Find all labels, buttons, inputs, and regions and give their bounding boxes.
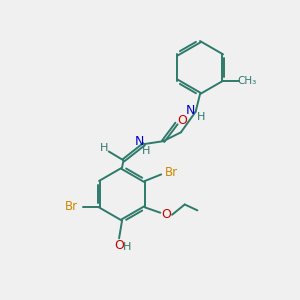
Text: H: H — [123, 242, 131, 252]
Text: CH₃: CH₃ — [238, 76, 257, 86]
Text: H: H — [141, 146, 150, 157]
Text: Br: Br — [64, 200, 78, 213]
Text: N: N — [135, 135, 144, 148]
Text: H: H — [197, 112, 205, 122]
Text: O: O — [114, 239, 124, 252]
Text: O: O — [161, 208, 171, 221]
Text: N: N — [186, 104, 195, 117]
Text: O: O — [177, 114, 187, 127]
Text: Br: Br — [165, 166, 178, 178]
Text: H: H — [100, 143, 109, 153]
